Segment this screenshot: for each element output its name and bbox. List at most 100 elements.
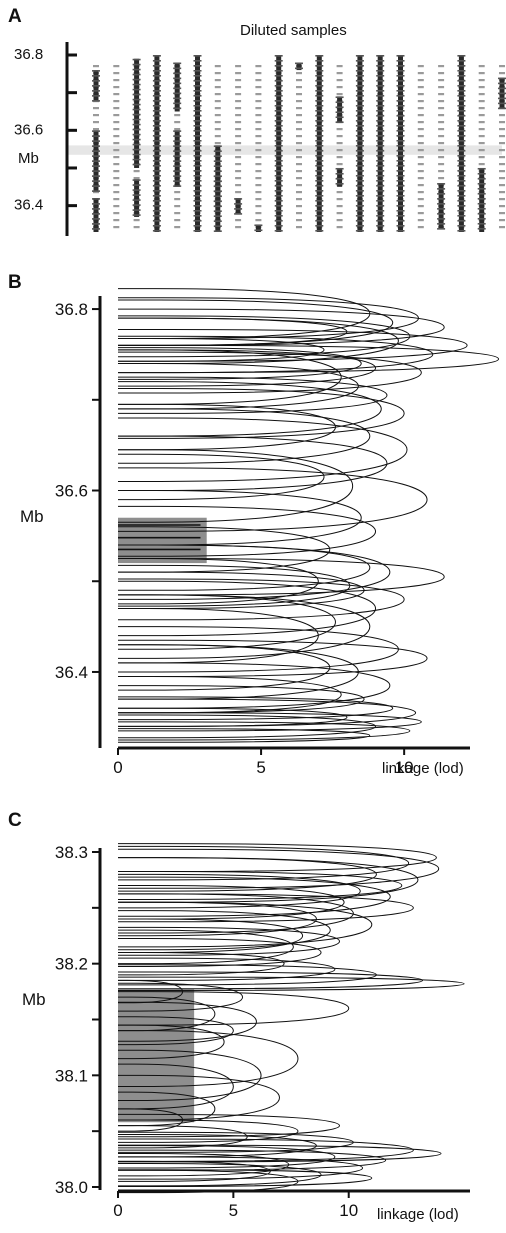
marker-dash — [438, 93, 445, 96]
genotype-tick — [213, 145, 222, 147]
y-tick-label: 36.8 — [55, 300, 88, 319]
genotype-tick — [355, 230, 364, 232]
genotype-tick — [152, 190, 161, 192]
genotype-tick — [396, 165, 405, 167]
genotype-tick — [335, 167, 344, 170]
marker-dash — [417, 142, 424, 145]
sample-column — [457, 55, 466, 232]
genotype-tick — [193, 55, 202, 57]
marker-dash — [113, 114, 120, 117]
genotype-tick — [92, 95, 100, 97]
genotype-segment — [337, 96, 343, 123]
marker-dash — [499, 72, 505, 75]
genotype-tick — [355, 145, 364, 147]
genotype-tick — [193, 75, 202, 77]
genotype-tick — [173, 140, 182, 142]
linkage-curve — [118, 435, 388, 492]
genotype-tick — [274, 215, 283, 217]
genotype-tick — [376, 230, 385, 232]
genotype-tick — [457, 90, 466, 92]
marker-dash — [417, 100, 424, 103]
genotype-tick — [376, 140, 385, 142]
genotype-tick — [457, 230, 466, 232]
linkage-curve — [118, 714, 377, 739]
linkage-curve — [118, 335, 434, 374]
marker-dash — [438, 65, 445, 68]
genotype-tick — [274, 125, 283, 127]
genotype-tick — [193, 160, 202, 162]
genotype-tick — [376, 165, 385, 167]
genotype-tick — [498, 102, 506, 105]
genotype-tick — [234, 203, 243, 205]
genotype-tick — [376, 90, 385, 92]
marker-dash — [438, 72, 445, 75]
genotype-tick — [396, 110, 405, 112]
marker-dash — [296, 149, 302, 152]
marker-dash — [417, 149, 424, 152]
marker-dash — [235, 163, 242, 166]
marker-dash — [417, 65, 424, 68]
genotype-tick — [213, 205, 222, 208]
genotype-tick — [498, 87, 506, 90]
genotype-tick — [173, 67, 182, 70]
genotype-tick — [274, 210, 283, 212]
genotype-tick — [193, 150, 202, 152]
genotype-tick — [437, 223, 446, 225]
marker-dash — [336, 226, 343, 229]
marker-dash — [113, 156, 120, 159]
marker-dash — [478, 121, 485, 124]
genotype-tick — [376, 200, 385, 202]
linkage-curve — [118, 317, 399, 365]
marker-dash — [438, 79, 445, 82]
marker-dash — [214, 142, 221, 145]
genotype-tick — [132, 58, 141, 61]
genotype-tick — [92, 180, 100, 182]
genotype-tick — [92, 185, 100, 187]
marker-dash — [438, 156, 445, 159]
genotype-segment — [438, 183, 444, 229]
genotype-tick — [132, 118, 141, 121]
genotype-tick — [132, 179, 141, 181]
genotype-tick — [193, 170, 202, 172]
marker-dash — [174, 219, 181, 222]
genotype-tick — [457, 170, 466, 172]
genotype-tick — [173, 170, 182, 172]
panel-a-y-tick-label: 36.4 — [14, 197, 43, 214]
y-tick-label: 38.0 — [55, 1178, 88, 1197]
marker-dash — [255, 219, 262, 222]
genotype-tick — [457, 140, 466, 142]
marker-dash — [255, 205, 262, 208]
y-tick-label: 36.6 — [55, 482, 88, 501]
genotype-tick — [193, 95, 202, 97]
genotype-tick — [193, 130, 202, 132]
marker-dash — [478, 149, 485, 152]
genotype-tick — [315, 95, 324, 97]
genotype-tick — [132, 108, 141, 111]
marker-dash — [336, 93, 343, 96]
genotype-tick — [355, 105, 364, 107]
genotype-tick — [152, 110, 161, 112]
panel-c-linkage-curves — [118, 843, 465, 1194]
linkage-curve — [118, 381, 382, 437]
marker-dash — [417, 93, 424, 96]
linkage-curve — [118, 558, 319, 605]
genotype-tick — [132, 78, 141, 81]
genotype-tick — [92, 190, 100, 192]
genotype-tick — [274, 140, 283, 142]
genotype-tick — [477, 177, 486, 180]
marker-dash — [174, 198, 181, 201]
genotype-tick — [315, 210, 324, 212]
linkage-curve — [118, 721, 411, 741]
sample-column — [254, 65, 263, 232]
genotype-tick — [477, 207, 486, 210]
genotype-tick — [152, 95, 161, 97]
marker-dash — [417, 191, 424, 194]
genotype-tick — [335, 182, 344, 185]
marker-dash — [255, 114, 262, 117]
sample-column — [376, 55, 385, 232]
marker-dash — [93, 114, 99, 117]
marker-dash — [174, 121, 181, 124]
marker-dash — [499, 121, 505, 124]
sample-column — [437, 65, 446, 230]
genotype-tick — [315, 155, 324, 157]
